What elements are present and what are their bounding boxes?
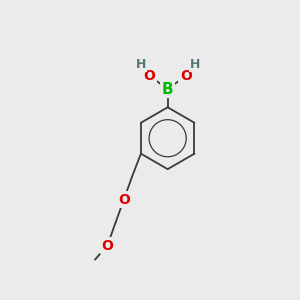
Text: O: O [143,69,155,83]
Text: H: H [135,58,146,71]
Text: O: O [180,69,192,83]
Text: O: O [118,193,130,207]
Text: H: H [190,58,200,71]
Text: B: B [162,82,173,97]
Text: O: O [101,238,113,253]
